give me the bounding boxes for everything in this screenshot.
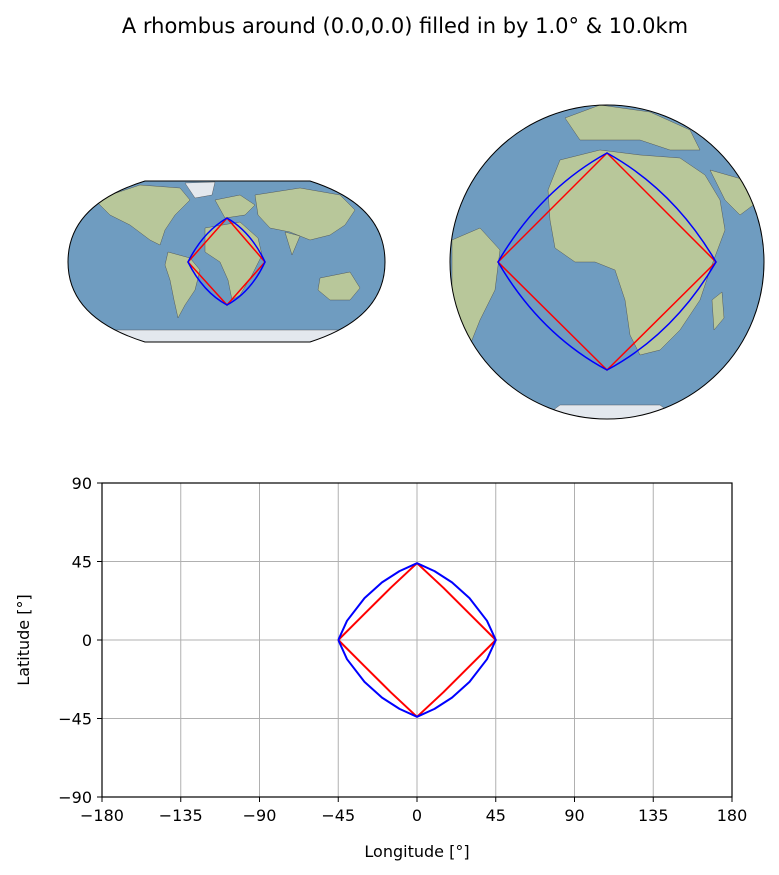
x-ticks: −180 −135 −90 −45 0 45 90 135 180 xyxy=(80,797,747,825)
y-tick-label: −90 xyxy=(58,788,92,807)
chart-series xyxy=(337,562,497,718)
y-axis-label: Latitude [°] xyxy=(14,594,33,685)
y-tick-label: −45 xyxy=(58,710,92,729)
globe-map xyxy=(449,104,765,420)
globe-outline xyxy=(449,104,765,420)
lonlat-chart: −180 −135 −90 −45 0 45 90 135 180 −90 −45 0 45 90 Lo… xyxy=(14,474,747,861)
x-tick-label: 180 xyxy=(717,806,748,825)
robinson-outline xyxy=(67,180,386,343)
x-axis-label: Longitude [°] xyxy=(364,842,469,861)
figure-title: A rhombus around (0.0,0.0) filled in by … xyxy=(122,14,688,38)
x-tick-label: −180 xyxy=(80,806,124,825)
globe-rhombus-blue xyxy=(497,152,717,371)
y-tick-label: 0 xyxy=(82,631,92,650)
x-tick-label: 0 xyxy=(412,806,422,825)
y-tick-label: 45 xyxy=(72,553,92,572)
x-tick-label: −90 xyxy=(243,806,277,825)
y-tick-label: 90 xyxy=(72,474,92,493)
robinson-map xyxy=(67,180,386,343)
robinson-rhombus-blue xyxy=(187,217,266,306)
x-tick-label: 90 xyxy=(564,806,584,825)
x-tick-label: −45 xyxy=(321,806,355,825)
series-blue-line xyxy=(337,562,497,718)
y-ticks: −90 −45 0 45 90 xyxy=(58,474,102,807)
x-tick-label: −135 xyxy=(159,806,203,825)
x-tick-label: 45 xyxy=(486,806,506,825)
chart-grid xyxy=(101,482,733,798)
x-tick-label: 135 xyxy=(638,806,669,825)
